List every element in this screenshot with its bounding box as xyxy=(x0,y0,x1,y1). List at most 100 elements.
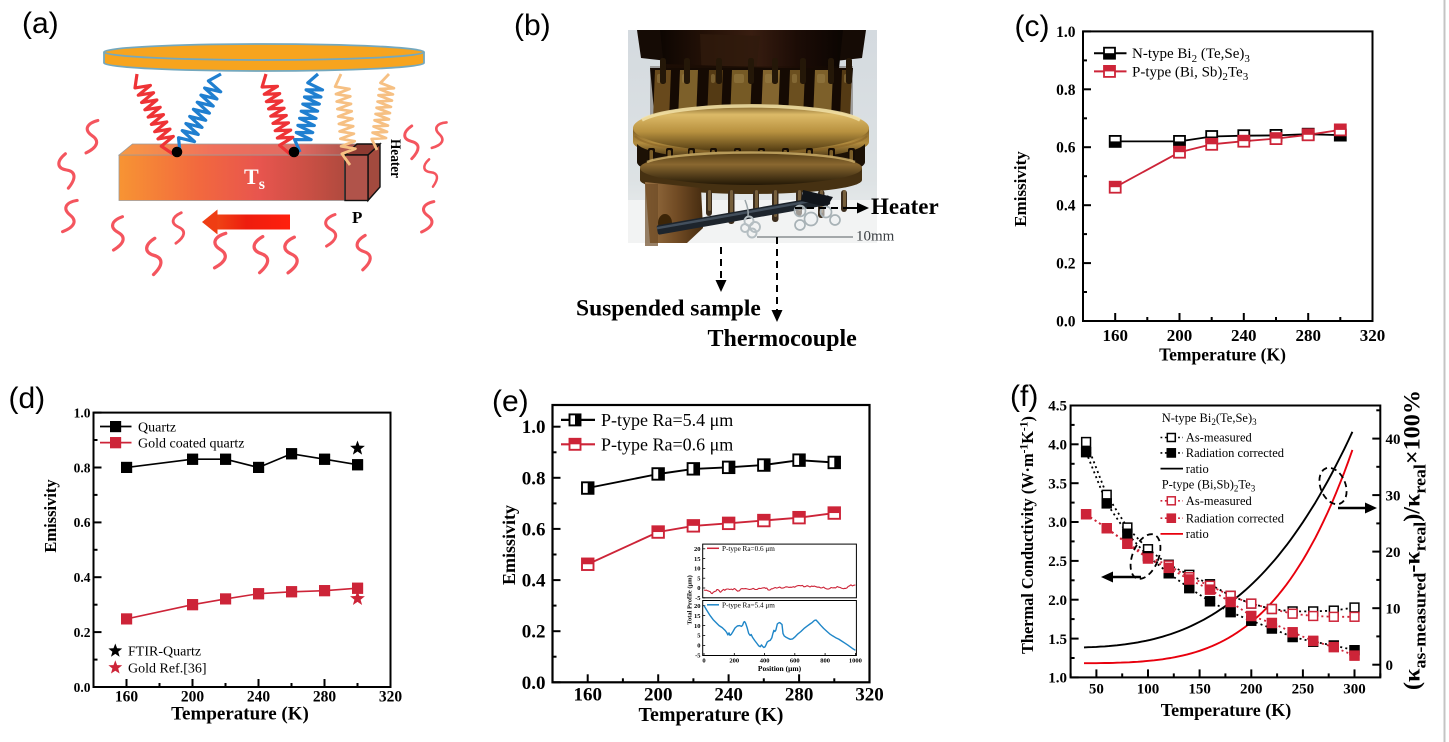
svg-text:200: 200 xyxy=(1167,326,1193,345)
svg-text:250: 250 xyxy=(1292,682,1315,698)
svg-text:200: 200 xyxy=(644,685,673,706)
svg-text:0.6: 0.6 xyxy=(1056,140,1076,157)
svg-text:200: 200 xyxy=(1240,682,1263,698)
svg-text:10: 10 xyxy=(1386,601,1401,617)
svg-text:150: 150 xyxy=(1188,682,1211,698)
svg-text:Gold coated quartz: Gold coated quartz xyxy=(138,436,245,451)
svg-text:0.4: 0.4 xyxy=(522,571,546,592)
svg-text:240: 240 xyxy=(247,689,271,706)
svg-text:30: 30 xyxy=(1386,488,1401,504)
svg-text:1.0: 1.0 xyxy=(1048,671,1067,687)
svg-text:Radiation corrected: Radiation corrected xyxy=(1186,446,1285,460)
svg-text:Temperature (K): Temperature (K) xyxy=(1159,345,1286,365)
svg-text:0: 0 xyxy=(697,643,700,650)
svg-text:Position (μm): Position (μm) xyxy=(758,664,802,673)
svg-text:320: 320 xyxy=(1360,326,1386,345)
svg-text:P: P xyxy=(352,208,362,227)
svg-text:100: 100 xyxy=(1137,682,1160,698)
svg-text:P-type (Bi,Sb)2​Te3​: P-type (Bi,Sb)2​Te3​ xyxy=(1162,477,1256,493)
svg-text:240: 240 xyxy=(1231,326,1257,345)
svg-text:(f): (f) xyxy=(1010,380,1038,413)
svg-text:Thermocouple: Thermocouple xyxy=(708,326,858,352)
svg-text:0.6: 0.6 xyxy=(522,519,546,540)
svg-text:FTIR-Quartz: FTIR-Quartz xyxy=(128,645,201,660)
svg-text:Emissivity: Emissivity xyxy=(1011,151,1030,227)
svg-text:P-type (Bi, Sb)2​Te3​: P-type (Bi, Sb)2​Te3​ xyxy=(1132,64,1249,83)
svg-text:-5: -5 xyxy=(695,653,701,660)
svg-text:300: 300 xyxy=(1343,682,1366,698)
svg-text:10: 10 xyxy=(694,566,701,573)
svg-text:3.5: 3.5 xyxy=(1048,476,1067,492)
svg-text:200: 200 xyxy=(181,689,205,706)
svg-text:P-type Ra=5.4 μm: P-type Ra=5.4 μm xyxy=(722,602,775,610)
svg-text:Heater: Heater xyxy=(871,194,939,219)
svg-text:1.0: 1.0 xyxy=(1056,24,1076,41)
svg-text:0.8: 0.8 xyxy=(74,460,91,475)
svg-text:P-type Ra=0.6 μm: P-type Ra=0.6 μm xyxy=(601,435,733,455)
svg-text:As-measured: As-measured xyxy=(1186,494,1253,508)
svg-text:0: 0 xyxy=(702,658,705,665)
svg-text:Temperature (K): Temperature (K) xyxy=(1161,700,1291,721)
svg-text:160: 160 xyxy=(115,689,139,706)
svg-text:N-type Bi2​(Te,Se)3​: N-type Bi2​(Te,Se)3​ xyxy=(1162,411,1257,427)
svg-text:(d): (d) xyxy=(9,382,46,415)
svg-text:4.0: 4.0 xyxy=(1048,438,1067,454)
svg-text:N-type Bi2​ (Te,Se)3​: N-type Bi2​ (Te,Se)3​ xyxy=(1132,46,1250,65)
svg-text:2.5: 2.5 xyxy=(1048,554,1067,570)
svg-text:0.0: 0.0 xyxy=(74,680,91,695)
svg-text:5: 5 xyxy=(697,633,701,640)
svg-text:(e): (e) xyxy=(492,385,529,418)
svg-text:800: 800 xyxy=(820,658,830,665)
svg-text:(a): (a) xyxy=(22,7,59,40)
svg-text:Emissivity: Emissivity xyxy=(41,479,60,553)
svg-text:0: 0 xyxy=(697,585,700,592)
svg-text:(b): (b) xyxy=(514,9,551,42)
svg-text:-5: -5 xyxy=(695,595,701,602)
svg-text:As-measured: As-measured xyxy=(1186,431,1253,445)
svg-text:Thermal Conductivity (W·m-1​K-: Thermal Conductivity (W·m-1​K-1​) xyxy=(1016,416,1037,654)
svg-text:160: 160 xyxy=(1102,326,1128,345)
svg-text:320: 320 xyxy=(379,689,403,706)
svg-text:20: 20 xyxy=(694,546,701,553)
svg-text:0.2: 0.2 xyxy=(522,622,546,643)
svg-text:20: 20 xyxy=(694,603,701,610)
svg-text:240: 240 xyxy=(714,685,743,706)
svg-text:1.0: 1.0 xyxy=(522,417,546,438)
svg-text:Gold Ref.[36]: Gold Ref.[36] xyxy=(128,661,207,676)
svg-text:Total Profile (μm): Total Profile (μm) xyxy=(687,575,694,625)
svg-text:0.0: 0.0 xyxy=(522,673,546,694)
svg-text:2.0: 2.0 xyxy=(1048,593,1067,609)
svg-text:1.5: 1.5 xyxy=(1048,632,1067,648)
svg-text:ratio: ratio xyxy=(1186,462,1209,476)
svg-text:15: 15 xyxy=(694,613,701,620)
svg-text:Emissivity: Emissivity xyxy=(499,505,519,585)
svg-text:P-type Ra=0.6 μm: P-type Ra=0.6 μm xyxy=(722,545,775,553)
svg-text:320: 320 xyxy=(855,685,884,706)
svg-text:5: 5 xyxy=(697,575,701,582)
svg-text:0.4: 0.4 xyxy=(74,570,91,585)
svg-text:10: 10 xyxy=(694,623,701,630)
svg-text:20: 20 xyxy=(1386,545,1401,561)
svg-text:0: 0 xyxy=(1386,658,1394,674)
svg-text:10mm: 10mm xyxy=(856,229,895,245)
svg-text:280: 280 xyxy=(785,685,814,706)
svg-text:15: 15 xyxy=(694,556,701,563)
svg-text:0.6: 0.6 xyxy=(74,515,91,530)
svg-text:400: 400 xyxy=(760,658,770,665)
svg-text:0.8: 0.8 xyxy=(1056,82,1076,99)
svg-text:1.0: 1.0 xyxy=(74,405,91,420)
svg-text:40: 40 xyxy=(1386,432,1401,448)
svg-text:Radiation corrected: Radiation corrected xyxy=(1186,511,1285,525)
svg-text:280: 280 xyxy=(313,689,337,706)
svg-text:0.8: 0.8 xyxy=(522,468,546,489)
svg-text:0.4: 0.4 xyxy=(1056,198,1076,215)
svg-text:Quartz: Quartz xyxy=(138,420,176,435)
svg-text:P-type Ra=5.4 μm: P-type Ra=5.4 μm xyxy=(601,410,733,430)
svg-text:0.0: 0.0 xyxy=(1056,314,1076,331)
svg-text:280: 280 xyxy=(1295,326,1321,345)
svg-text:ratio: ratio xyxy=(1186,527,1209,541)
svg-text:Heater: Heater xyxy=(387,139,403,178)
svg-text:0.2: 0.2 xyxy=(74,625,91,640)
svg-text:Temperature (K): Temperature (K) xyxy=(639,704,784,726)
svg-text:160: 160 xyxy=(573,685,602,706)
